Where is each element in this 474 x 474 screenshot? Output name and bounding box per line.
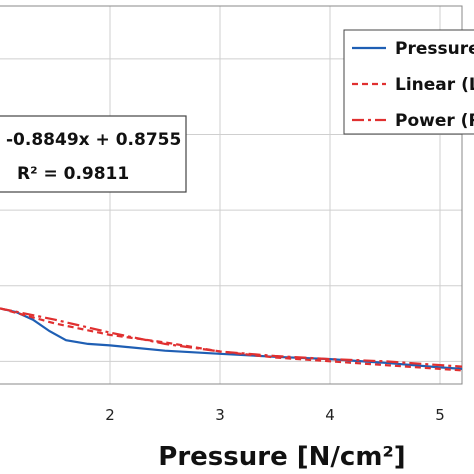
x-tick-labels: 2 3 4 5 xyxy=(105,406,445,424)
series-line-3 xyxy=(0,307,463,368)
series-lines xyxy=(0,307,463,372)
legend-label: Pressure xyxy=(395,39,474,59)
equation-text: -0.8849x + 0.8755 xyxy=(6,130,181,150)
legend-label: Linear (L xyxy=(395,75,474,95)
x-tick-label: 2 xyxy=(105,406,115,424)
x-tick-label: 4 xyxy=(325,406,335,424)
x-tick-label: 3 xyxy=(215,406,225,424)
x-axis-label: Pressure [N/cm²] xyxy=(158,442,405,472)
x-tick-label: 5 xyxy=(435,406,445,424)
plot-area-border xyxy=(0,5,463,385)
series-line-1 xyxy=(0,307,463,370)
series-line-2 xyxy=(0,307,463,372)
legend-label: Power (R xyxy=(395,111,474,131)
legend: Pressure Linear (L Power (R xyxy=(343,29,474,135)
equation-box-frame xyxy=(0,115,187,193)
r-squared-text: R² = 0.9811 xyxy=(17,164,129,184)
equation-box: -0.8849x + 0.8755 R² = 0.9811 xyxy=(0,115,187,193)
